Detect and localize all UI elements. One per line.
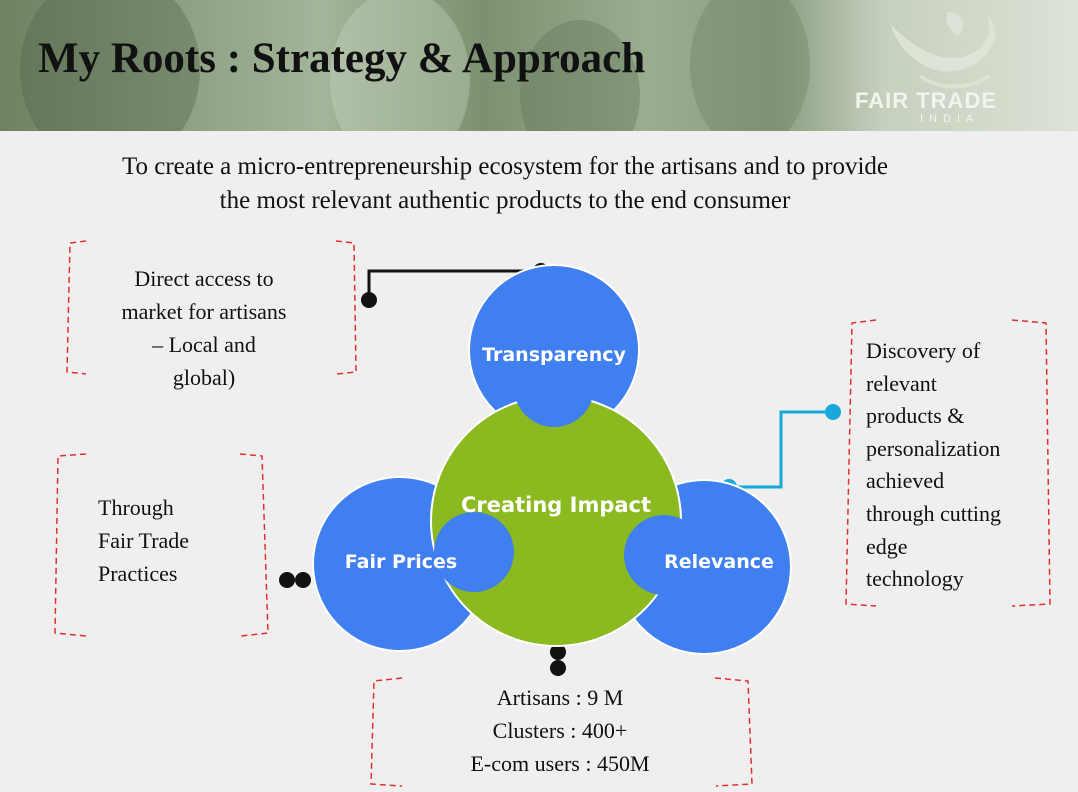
box-discovery-line: relevant bbox=[866, 370, 937, 396]
box-discovery-line: personalization bbox=[866, 435, 1001, 461]
bracket-top-left bbox=[66, 240, 357, 375]
connector-left-dots bbox=[279, 572, 311, 588]
box-discovery-line: technology bbox=[866, 566, 964, 592]
logo-subtext: INDIA bbox=[920, 113, 980, 125]
box-fair-trade-line: Through bbox=[98, 495, 174, 520]
box-direct-access-line: Direct access to bbox=[134, 266, 274, 291]
node-fair-prices-label: Fair Prices bbox=[344, 551, 458, 573]
bracket-bottom bbox=[370, 677, 753, 787]
center-creating-impact-label: Creating Impact bbox=[460, 493, 652, 517]
bump-right bbox=[624, 515, 704, 595]
fair-trade-logo bbox=[890, 12, 996, 89]
bracket-right bbox=[845, 319, 1051, 607]
node-transparency-label: Transparency bbox=[482, 344, 626, 366]
mission-line-1: To create a micro-entrepreneurship ecosy… bbox=[121, 153, 888, 180]
bump-left bbox=[434, 512, 514, 592]
stat-clusters: Clusters : 400+ bbox=[492, 718, 628, 743]
bump-top bbox=[514, 347, 594, 427]
box-direct-access-line: global) bbox=[172, 365, 236, 390]
page-title: My Roots : Strategy & Approach bbox=[38, 35, 646, 82]
node-relevance-label: Relevance bbox=[664, 551, 774, 573]
box-discovery-line: through cutting bbox=[866, 500, 1002, 526]
header-banner: My Roots : Strategy & Approach FAIR TRAD… bbox=[0, 0, 1078, 131]
box-stats: Artisans : 9 M Clusters : 400+ E-com use… bbox=[420, 681, 700, 780]
stat-artisans: Artisans : 9 M bbox=[496, 685, 624, 710]
mission-line-2: the most relevant authentic products to … bbox=[219, 187, 791, 214]
box-fair-trade-line: Practices bbox=[98, 561, 178, 586]
mission-statement: To create a micro-entrepreneurship ecosy… bbox=[0, 150, 1010, 218]
box-direct-access: Direct access to market for artisans – L… bbox=[90, 262, 318, 394]
box-discovery-line: edge bbox=[866, 533, 908, 559]
stat-ecom-users: E-com users : 450M bbox=[470, 751, 650, 776]
connector-bottom-dots bbox=[550, 644, 566, 676]
box-discovery-line: products & bbox=[866, 403, 965, 429]
box-direct-access-line: market for artisans bbox=[121, 299, 287, 324]
logo-wordmark: FAIR TRADE bbox=[855, 88, 997, 113]
box-discovery: Discovery of relevant products & persona… bbox=[866, 335, 1046, 596]
box-discovery-line: Discovery of bbox=[866, 338, 981, 363]
box-discovery-line: achieved bbox=[866, 468, 945, 494]
connector-right bbox=[721, 404, 841, 495]
box-fair-trade-practices: Through Fair Trade Practices bbox=[98, 491, 248, 590]
bracket-left bbox=[54, 453, 269, 637]
box-fair-trade-line: Fair Trade bbox=[98, 528, 190, 553]
box-direct-access-line: – Local and bbox=[152, 332, 256, 357]
